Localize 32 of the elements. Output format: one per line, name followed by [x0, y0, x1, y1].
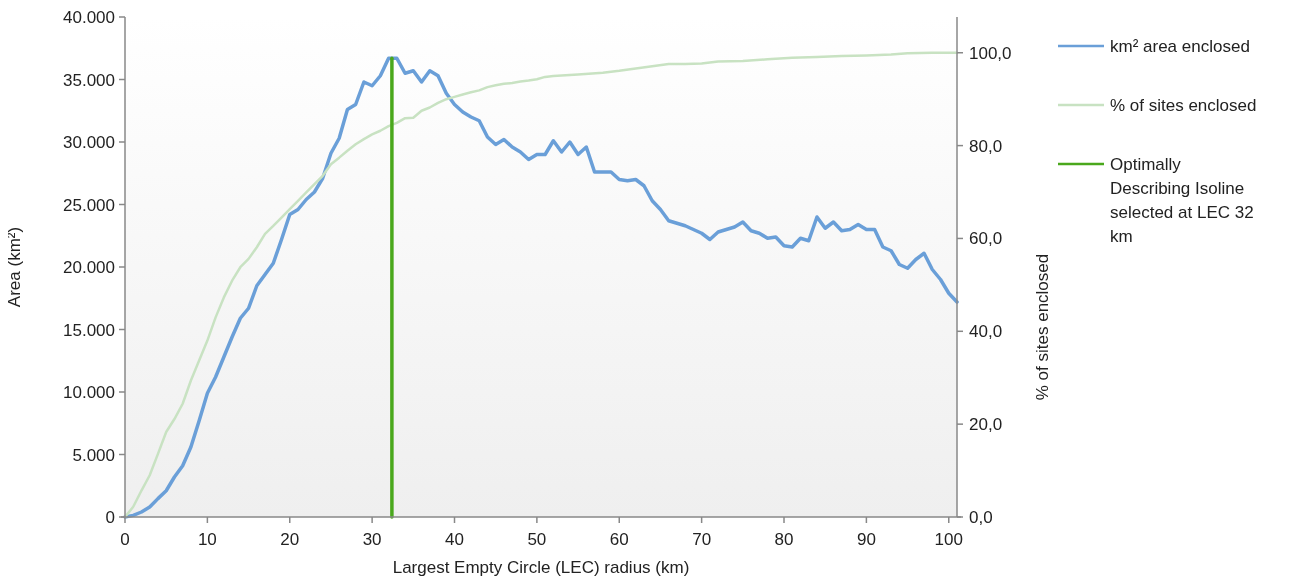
- x-tick-label: 20: [280, 530, 300, 549]
- x-tick-label: 40: [445, 530, 464, 549]
- x-axis-title: Largest Empty Circle (LEC) radius (km): [392, 558, 690, 577]
- y-tick-label: 20.000: [63, 258, 115, 277]
- x-tick-label: 50: [527, 530, 547, 549]
- y-tick-label: 5.000: [72, 445, 115, 465]
- y-tick-label: 10.000: [63, 383, 115, 402]
- y2-tick-label: 0,0: [969, 508, 993, 527]
- y-axis-title: Area (km²): [5, 226, 24, 308]
- legend-label: Optimally Describing Isoline selected at LEC 32 km: [1110, 155, 1254, 246]
- x-tick-label: 100: [934, 530, 963, 549]
- y2-tick-label: 20,0: [969, 415, 1003, 435]
- y2-tick-label: 60,0: [969, 229, 1003, 249]
- x-tick-label: 0: [120, 530, 130, 549]
- y-tick-label: 30.000: [63, 133, 115, 152]
- y-tick-label: 35.000: [63, 70, 115, 90]
- x-tick-label: 10: [197, 530, 217, 549]
- x-tick-label: 30: [362, 530, 382, 549]
- y-tick-label: 15.000: [63, 320, 115, 340]
- legend-label: km² area enclosed: [1110, 37, 1250, 56]
- y2-tick-label: 80,0: [969, 136, 1003, 156]
- x-tick-label: 60: [609, 530, 629, 549]
- x-tick-label: 80: [774, 530, 794, 549]
- y-tick-label: 25.000: [63, 195, 115, 215]
- x-tick-label: 90: [856, 530, 876, 549]
- x-tick-label: 70: [692, 530, 712, 549]
- y2-tick-label: 40,0: [969, 322, 1003, 342]
- y2-axis-title: % of sites enclosed: [1033, 253, 1052, 401]
- y-tick-label: 0: [105, 508, 115, 527]
- y2-tick-label: 100,0: [969, 43, 1012, 63]
- legend-label: % of sites enclosed: [1110, 96, 1257, 115]
- y-tick-label: 40.000: [63, 8, 115, 27]
